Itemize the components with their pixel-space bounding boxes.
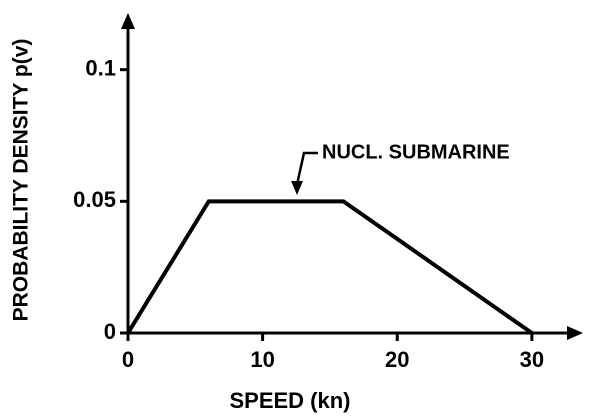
x-tick-label: 0 (122, 347, 134, 372)
y-tick-label: 0.1 (85, 55, 116, 80)
x-tick-label: 20 (385, 347, 409, 372)
y-axis-label: PROBABILITY DENSITY p(v) (10, 39, 33, 322)
x-tick-label: 10 (250, 347, 274, 372)
x-tick-label: 30 (520, 347, 544, 372)
x-axis-arrow (567, 326, 583, 340)
x-axis-label: SPEED (kn) (229, 388, 350, 413)
y-tick-label: 0 (104, 319, 116, 344)
y-tick-label: 0.05 (73, 187, 116, 212)
annotation-arrowhead (291, 181, 303, 195)
annotation: NUCL. SUBMARINE (322, 141, 510, 163)
y-axis-arrow (121, 13, 135, 29)
data-line (126, 199, 534, 335)
